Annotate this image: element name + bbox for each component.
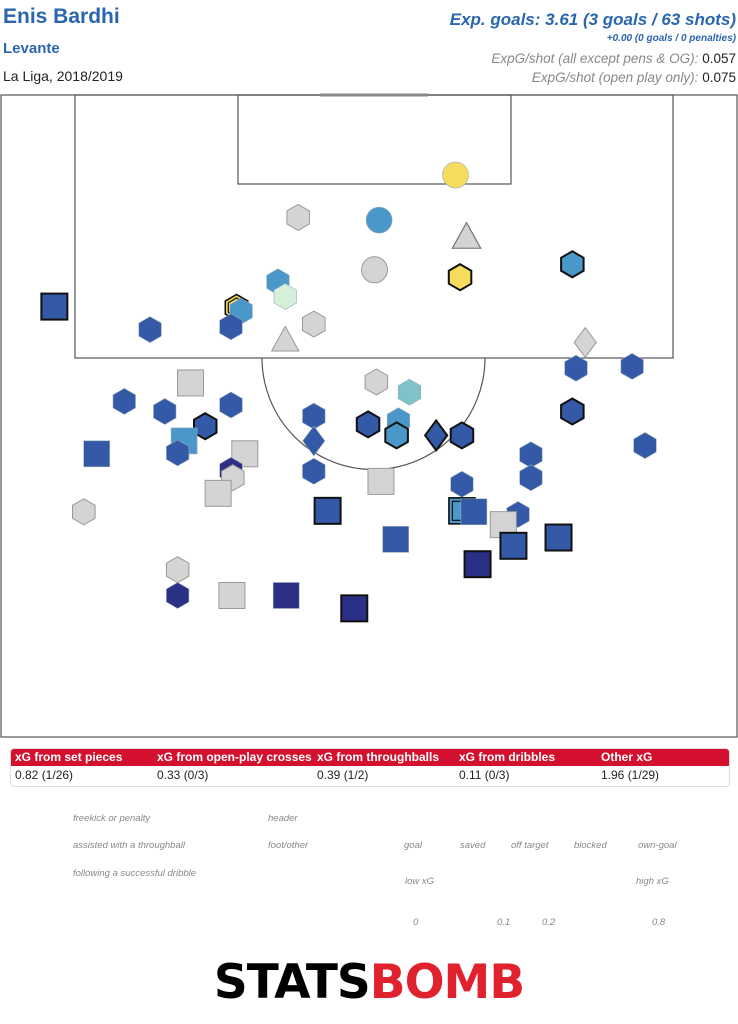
logo-part-bomb: BOMB bbox=[369, 955, 525, 1010]
shot-marker-hexagon-off bbox=[219, 313, 243, 341]
shot-map bbox=[0, 93, 738, 738]
shot-marker-hexagon-saved bbox=[560, 397, 585, 426]
xg-per-shot-all-label: ExpG/shot (all except pens & OG): bbox=[491, 51, 699, 66]
stat-label-crosses: xG from open-play crosses bbox=[157, 750, 312, 764]
xg-per-shot-open-value: 0.075 bbox=[702, 70, 736, 85]
shot-marker-square-saved bbox=[340, 594, 369, 623]
shot-marker-square-saved bbox=[544, 523, 573, 552]
shot-marker-hexagon-blocked bbox=[286, 203, 310, 231]
shot-marker-circle-off bbox=[442, 161, 469, 189]
breakdown-header-band bbox=[11, 749, 729, 766]
shot-marker-hexagon-blocked bbox=[165, 556, 190, 584]
stat-value-throughballs: 0.39 (1/2) bbox=[317, 768, 369, 782]
team-name: Levante bbox=[3, 40, 60, 57]
stat-label-throughballs: xG from throughballs bbox=[317, 750, 440, 764]
shot-marker-square-off bbox=[460, 498, 488, 526]
scale-tick-0-8: 0.8 bbox=[652, 917, 666, 928]
shot-marker-diamond-blocked bbox=[573, 326, 597, 359]
stat-value-dribbles: 0.11 (0/3) bbox=[459, 768, 510, 782]
stat-label-dribbles: xG from dribbles bbox=[459, 750, 556, 764]
shot-marker-hexagon-off bbox=[397, 378, 422, 406]
shot-marker-hexagon-blocked bbox=[364, 368, 389, 396]
shot-marker-square-saved bbox=[40, 292, 69, 321]
xg-per-shot-all-value: 0.057 bbox=[702, 51, 736, 66]
shot-marker-square-saved bbox=[463, 550, 492, 579]
outcome-label-blocked: blocked bbox=[574, 840, 607, 851]
shot-marker-hexagon-saved bbox=[560, 250, 585, 279]
shot-marker-hexagon-saved bbox=[355, 410, 381, 439]
scale-low-label: low xG bbox=[405, 876, 435, 887]
shot-marker-hexagon-off bbox=[112, 388, 136, 415]
logo-part-stats: STATS bbox=[213, 955, 371, 1010]
shot-marker-hexagon-blocked bbox=[302, 310, 326, 338]
scale-high-label: high xG bbox=[636, 876, 669, 887]
legend-label-throughball: assisted with a throughball bbox=[73, 840, 185, 851]
outcome-label-off-target: off target bbox=[511, 840, 549, 851]
shot-marker-square-blocked bbox=[367, 467, 395, 495]
shot-marker-square-off bbox=[382, 526, 409, 553]
shot-marker-hexagon-off bbox=[302, 457, 326, 485]
shot-marker-square-blocked bbox=[177, 369, 205, 397]
shot-marker-hexagon-off bbox=[153, 398, 177, 425]
six-yard-box bbox=[237, 94, 512, 185]
shot-marker-hexagon-off bbox=[564, 354, 588, 382]
shot-marker-hexagon-off bbox=[450, 470, 474, 498]
legend-label-header: header bbox=[268, 813, 298, 824]
shot-marker-square-blocked bbox=[204, 479, 232, 507]
shot-marker-hexagon-off bbox=[166, 439, 190, 467]
shot-marker-hexagon-off bbox=[519, 441, 543, 469]
player-name: Enis Bardhi bbox=[3, 5, 120, 28]
xg-per-shot-open-label: ExpG/shot (open play only): bbox=[531, 70, 699, 85]
statsbomb-logo: STATSBOMB bbox=[0, 955, 738, 1010]
stat-label-set-pieces: xG from set pieces bbox=[15, 750, 123, 764]
shot-marker-hexagon-saved bbox=[193, 412, 218, 441]
outcome-label-own-goal: own-goal bbox=[638, 840, 677, 851]
legend-label-dribble: following a successful dribble bbox=[73, 868, 197, 879]
shot-marker-hexagon-off bbox=[620, 353, 644, 380]
shot-marker-hexagon-off bbox=[302, 402, 326, 430]
outcome-label-saved: saved bbox=[460, 840, 486, 851]
shot-marker-square-off bbox=[83, 440, 110, 468]
stat-label-other: Other xG bbox=[601, 750, 653, 764]
scale-tick-0-1: 0.1 bbox=[497, 917, 511, 928]
legend-label-foot: foot/other bbox=[268, 840, 309, 851]
shot-marker-hexagon-off bbox=[519, 464, 543, 492]
shot-marker-hexagon-off bbox=[219, 391, 243, 419]
legend-label-freekick: freekick or penalty bbox=[73, 813, 151, 824]
shot-marker-square-off bbox=[272, 582, 300, 609]
shot-marker-square-saved bbox=[313, 496, 342, 525]
outcome-label-goal: goal bbox=[404, 840, 422, 851]
xg-per-shot-all: ExpG/shot (all except pens & OG): 0.057 bbox=[491, 51, 736, 66]
shot-marker-hexagon-off bbox=[273, 283, 297, 310]
shot-marker-hexagon-saved bbox=[384, 421, 409, 450]
xg-breakdown-bar: xG from set pieces xG from open-play cro… bbox=[10, 748, 730, 787]
stat-value-other: 1.96 (1/29) bbox=[601, 768, 660, 782]
scale-tick-0-2: 0.2 bbox=[542, 917, 556, 928]
shot-marker-triangle-blocked bbox=[270, 325, 300, 352]
shots-layer bbox=[40, 161, 657, 623]
shot-marker-hexagon-blocked bbox=[72, 498, 96, 526]
stat-value-set-pieces: 0.82 (1/26) bbox=[15, 768, 74, 782]
shot-marker-diamond-off bbox=[302, 425, 326, 457]
shot-marker-hexagon-off bbox=[633, 432, 657, 459]
expected-goals-total: Exp. goals: 3.61 (3 goals / 63 shots) bbox=[449, 10, 736, 29]
shot-marker-circle-blocked bbox=[361, 256, 389, 284]
shot-marker-hexagon-off bbox=[138, 316, 162, 343]
shot-marker-hexagon-saved bbox=[449, 421, 475, 450]
shot-marker-circle-off bbox=[365, 206, 393, 234]
competition-season: La Liga, 2018/2019 bbox=[3, 68, 123, 84]
shot-marker-hexagon-off bbox=[166, 582, 190, 609]
stat-value-crosses: 0.33 (0/3) bbox=[157, 768, 209, 782]
penalties-line: +0.00 (0 goals / 0 penalties) bbox=[606, 33, 736, 44]
shot-marker-triangle-blocked bbox=[452, 222, 482, 249]
shot-marker-square-blocked bbox=[218, 581, 246, 609]
shot-marker-square-saved bbox=[499, 531, 528, 560]
xg-per-shot-open: ExpG/shot (open play only): 0.075 bbox=[532, 70, 736, 85]
shot-marker-diamond-saved bbox=[423, 418, 449, 453]
scale-tick-0: 0 bbox=[413, 917, 419, 928]
shot-marker-hexagon-saved bbox=[447, 263, 473, 292]
